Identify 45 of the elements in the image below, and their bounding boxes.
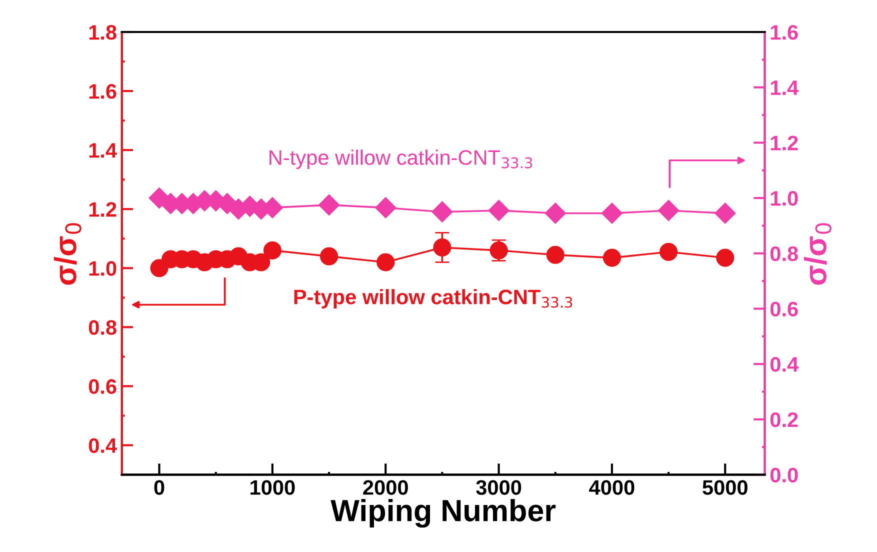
point xyxy=(544,202,566,224)
y-tick-label: 1.6 xyxy=(89,84,116,99)
point xyxy=(318,194,340,216)
point xyxy=(601,202,622,224)
point xyxy=(488,200,510,221)
x-tick-label: 1000 xyxy=(250,480,295,495)
y-tick-label: 1.4 xyxy=(89,143,117,158)
series-label: P-type willow catkin-CNT$_{33.3}$ xyxy=(294,289,572,308)
point xyxy=(714,202,736,224)
series-label: N-type willow catkin-CNT$_{33.3}$ xyxy=(270,150,532,170)
x-tick-label: 0 xyxy=(154,480,164,495)
point xyxy=(320,247,338,266)
point xyxy=(546,246,564,264)
y2-tick-label: 1.4 xyxy=(770,80,798,95)
y2-tick-label: 0.6 xyxy=(770,302,798,316)
point xyxy=(432,201,453,222)
y2-tick-label: 0.2 xyxy=(770,412,798,428)
y2-tick-label: 1.6 xyxy=(770,25,798,40)
point xyxy=(433,238,452,256)
point xyxy=(660,242,678,261)
x-tick-label: 2000 xyxy=(363,480,408,495)
y2-axis-title: σ/σ$_{0}$ xyxy=(804,223,832,285)
point xyxy=(716,248,734,267)
point xyxy=(150,259,168,278)
y2-tick-label: 1.2 xyxy=(770,136,798,150)
x-axis-title: Wiping Number xyxy=(330,499,556,528)
y-axis-title: σ/σ$_{0}$ xyxy=(54,223,82,285)
x-tick-label: 4000 xyxy=(589,480,634,495)
x-tick-label: 5000 xyxy=(702,480,748,495)
y-tick-label: 1.2 xyxy=(89,202,116,217)
y-tick-label: 0.6 xyxy=(88,379,116,394)
point xyxy=(375,197,396,218)
point xyxy=(376,253,395,272)
y-tick-label: 1.8 xyxy=(89,25,116,40)
y-tick-label: 1.0 xyxy=(89,261,116,276)
y-tick-label: 0.8 xyxy=(88,320,116,335)
y2-tick-label: 0.8 xyxy=(770,246,798,262)
y2-tick-label: 1.0 xyxy=(770,191,798,206)
y2-tick-label: 0.0 xyxy=(770,468,798,482)
point xyxy=(658,200,680,221)
point xyxy=(602,248,621,267)
y-tick-label: 0.4 xyxy=(88,438,117,453)
x-tick-label: 3000 xyxy=(476,480,522,495)
y2-tick-label: 0.4 xyxy=(770,357,798,372)
point xyxy=(263,241,282,260)
